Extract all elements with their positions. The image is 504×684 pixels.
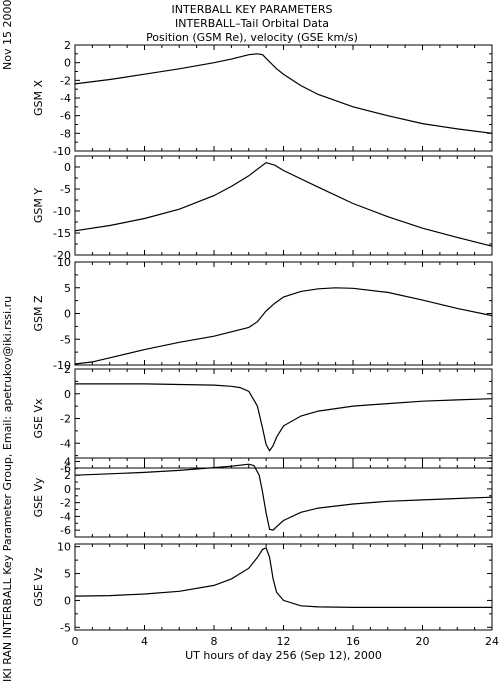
y-axis-label-gsm-y: GSM Y (32, 188, 45, 223)
panel-gsm-y: 0 -5 -10 -15 -20 GSM Y (32, 155, 493, 262)
series-line-gse-vx (75, 383, 493, 452)
plot-frame-gsm-x (74, 44, 493, 152)
y-tick-label: -2 (60, 74, 71, 87)
figure-units: Position (GSM Re), velocity (GSE km/s) (146, 31, 358, 44)
series-line-gsm-z (74, 287, 493, 365)
panel-gsm-z: 10 5 0 -5 -10 GSM Z (32, 256, 493, 372)
y-tick-label: 0 (64, 388, 71, 401)
y-tick-label: 0 (64, 161, 71, 174)
y-tick-label: -15 (53, 227, 71, 240)
y-tick-label: 10 (57, 256, 71, 269)
y-tick-label: 4 (64, 455, 71, 468)
y-tick-label: -2 (60, 413, 71, 426)
figure-title: INTERBALL KEY PARAMETERS (171, 3, 333, 16)
y-tick-label: -5 (60, 333, 71, 346)
y-tick-label: 0 (64, 308, 71, 321)
figure-subtitle: INTERBALL–Tail Orbital Data (175, 17, 329, 30)
plot-frame-gsm-z (74, 261, 493, 366)
x-tick-label: 0 (72, 635, 79, 648)
y-tick-label: -6 (60, 524, 71, 537)
y-tick-label: -6 (60, 462, 71, 475)
y-tick-label: -4 (60, 510, 71, 523)
x-tick-label: 24 (485, 635, 499, 648)
y-tick-label: -2 (60, 497, 71, 510)
y-tick-label: 2 (64, 469, 71, 482)
y-tick-label: 0 (64, 57, 71, 70)
x-axis-label: UT hours of day 256 (Sep 12), 2000 (185, 649, 382, 662)
y-tick-label: -10 (53, 145, 71, 158)
y-tick-label: -10 (53, 359, 71, 372)
plot-frame-gse-vz (74, 543, 493, 631)
y-tick-label: -5 (60, 183, 71, 196)
y-axis-label-gsm-z: GSM Z (32, 295, 45, 331)
panel-gse-vz: 10 5 0 -5 GSE Vz (32, 541, 493, 634)
y-tick-label: 2 (64, 363, 71, 376)
series-line-gsm-y (74, 161, 493, 247)
x-axis: 0 4 8 12 16 20 24 UT hours of day 256 (Sep 12),… (72, 635, 500, 662)
y-axis-label-gse-vy: GSE Vy (32, 477, 45, 517)
y-tick-label: 5 (64, 282, 71, 295)
y-axis-label-gse-vx: GSE Vx (32, 398, 45, 438)
y-tick-label: 10 (57, 541, 71, 554)
x-tick-label: 20 (416, 635, 430, 648)
panel-gsm-x: 2 0 -2 -4 -6 -8 -10 GSM X (32, 39, 493, 158)
y-tick-label: -4 (60, 437, 71, 450)
y-tick-label: 0 (64, 483, 71, 496)
y-tick-label: -20 (53, 249, 71, 262)
y-tick-label: -8 (60, 127, 71, 140)
y-tick-label: -6 (60, 110, 71, 123)
y-axis-label-gsm-x: GSM X (32, 80, 45, 116)
series-line-gse-vy (74, 463, 493, 531)
y-tick-label: 5 (64, 568, 71, 581)
panel-gse-vx: 2 0 -2 -4 -6 GSE Vx (32, 363, 493, 475)
plot-frame-gse-vy (74, 457, 493, 538)
y-tick-label: -5 (60, 621, 71, 634)
x-tick-label: 12 (277, 635, 291, 648)
y-tick-label: -10 (53, 205, 71, 218)
y-tick-label: 2 (64, 39, 71, 52)
y-axis-label-gse-vz: GSE Vz (32, 567, 45, 606)
series-line-gsm-x (74, 53, 493, 134)
x-tick-label: 4 (141, 635, 148, 648)
x-tick-label: 16 (346, 635, 360, 648)
y-tick-label: -4 (60, 92, 71, 105)
series-line-gse-vz (74, 546, 492, 609)
y-tick-label: 0 (64, 594, 71, 607)
x-tick-label: 8 (211, 635, 218, 648)
